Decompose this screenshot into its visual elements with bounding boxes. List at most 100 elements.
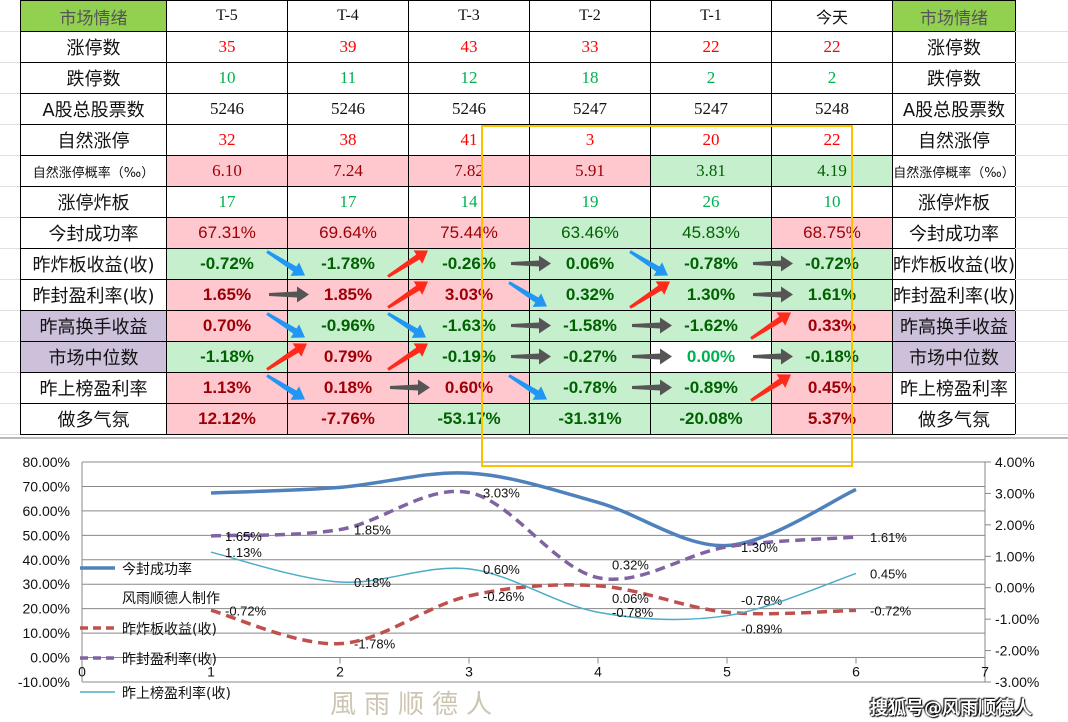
row-label-right[interactable]: 昨上榜盈利率 (891, 372, 1017, 404)
table-cell[interactable]: 33 (529, 31, 651, 63)
row-label-right[interactable]: 昨高换手收益 (891, 310, 1017, 342)
table-cell[interactable]: 17 (166, 186, 288, 218)
table-cell[interactable]: 22 (771, 31, 893, 63)
table-cell[interactable]: 0.06% (529, 248, 651, 280)
table-cell[interactable]: -0.78% (650, 248, 772, 280)
table-cell[interactable]: 5246 (166, 93, 288, 125)
table-cell[interactable]: 17 (287, 186, 409, 218)
row-label-right[interactable]: 今封成功率 (891, 217, 1017, 249)
table-cell[interactable]: 2 (771, 62, 893, 94)
table-cell[interactable]: 2 (650, 62, 772, 94)
table-cell[interactable]: -7.76% (287, 403, 409, 435)
table-cell[interactable]: -1.58% (529, 310, 651, 342)
table-cell[interactable]: 0.79% (287, 341, 409, 373)
table-cell[interactable]: 0.32% (529, 279, 651, 311)
table-cell[interactable]: 69.64% (287, 217, 409, 249)
table-cell[interactable]: -53.17% (408, 403, 530, 435)
table-cell[interactable]: 10 (771, 186, 893, 218)
row-label-left[interactable]: 昨封盈利率(收) (20, 279, 167, 311)
table-cell[interactable]: 0.00% (650, 341, 772, 373)
table-cell[interactable]: 20 (650, 124, 772, 156)
table-cell[interactable]: 45.83% (650, 217, 772, 249)
row-label-right[interactable]: A股总股票数 (891, 93, 1017, 125)
table-cell[interactable]: 41 (408, 124, 530, 156)
header-t4[interactable]: T-4 (287, 0, 409, 32)
table-cell[interactable]: -0.19% (408, 341, 530, 373)
table-cell[interactable]: -1.18% (166, 341, 288, 373)
table-cell[interactable]: 10 (166, 62, 288, 94)
table-cell[interactable]: 7.24 (287, 155, 409, 187)
table-cell[interactable]: 5246 (287, 93, 409, 125)
table-cell[interactable]: 1.30% (650, 279, 772, 311)
table-cell[interactable]: -0.26% (408, 248, 530, 280)
table-cell[interactable]: 32 (166, 124, 288, 156)
row-label-left[interactable]: 自然涨停 (20, 124, 167, 156)
row-label-right[interactable]: 自然涨停 (891, 124, 1017, 156)
row-label-right[interactable]: 市场中位数 (891, 341, 1017, 373)
table-cell[interactable]: 43 (408, 31, 530, 63)
table-cell[interactable]: -20.08% (650, 403, 772, 435)
row-label-right[interactable]: 昨封盈利率(收) (891, 279, 1017, 311)
table-cell[interactable]: 19 (529, 186, 651, 218)
row-label-left[interactable]: 昨上榜盈利率 (20, 372, 167, 404)
table-cell[interactable]: 5.37% (771, 403, 893, 435)
table-cell[interactable]: -1.78% (287, 248, 409, 280)
table-cell[interactable]: 7.82 (408, 155, 530, 187)
table-cell[interactable]: -0.89% (650, 372, 772, 404)
row-label-left[interactable]: 涨停数 (20, 31, 167, 63)
table-cell[interactable]: 1.61% (771, 279, 893, 311)
table-cell[interactable]: 1.13% (166, 372, 288, 404)
table-cell[interactable]: 14 (408, 186, 530, 218)
row-label-left[interactable]: 涨停炸板 (20, 186, 167, 218)
table-cell[interactable]: 67.31% (166, 217, 288, 249)
header-t5[interactable]: T-5 (166, 0, 288, 32)
row-label-left[interactable]: 自然涨停概率（‰） (20, 155, 167, 187)
table-cell[interactable]: -1.63% (408, 310, 530, 342)
table-cell[interactable]: 5247 (650, 93, 772, 125)
header-label-right[interactable]: 市场情绪 (891, 0, 1017, 32)
table-cell[interactable]: 12 (408, 62, 530, 94)
row-label-left[interactable]: 今封成功率 (20, 217, 167, 249)
table-cell[interactable]: 26 (650, 186, 772, 218)
row-label-left[interactable]: 跌停数 (20, 62, 167, 94)
row-label-left[interactable]: 昨炸板收益(收) (20, 248, 167, 280)
row-label-right[interactable]: 做多气氛 (891, 403, 1017, 435)
row-label-right[interactable]: 涨停数 (891, 31, 1017, 63)
table-cell[interactable]: 0.18% (287, 372, 409, 404)
table-cell[interactable]: -0.96% (287, 310, 409, 342)
row-label-left[interactable]: 昨高换手收益 (20, 310, 167, 342)
table-cell[interactable]: 0.70% (166, 310, 288, 342)
header-t3[interactable]: T-3 (408, 0, 530, 32)
header-t2[interactable]: T-2 (529, 0, 651, 32)
table-cell[interactable]: 5248 (771, 93, 893, 125)
header-today[interactable]: 今天 (771, 0, 893, 32)
table-cell[interactable]: 35 (166, 31, 288, 63)
table-cell[interactable]: 22 (771, 124, 893, 156)
table-cell[interactable]: 3 (529, 124, 651, 156)
table-cell[interactable]: -0.18% (771, 341, 893, 373)
table-cell[interactable]: 6.10 (166, 155, 288, 187)
table-cell[interactable]: 68.75% (771, 217, 893, 249)
table-cell[interactable]: 11 (287, 62, 409, 94)
table-cell[interactable]: 5.91 (529, 155, 651, 187)
row-label-right[interactable]: 昨炸板收益(收) (891, 248, 1017, 280)
table-cell[interactable]: 5246 (408, 93, 530, 125)
table-cell[interactable]: -1.62% (650, 310, 772, 342)
trend-chart[interactable]: 80.00%70.00%60.00%50.00%40.00%30.00%20.0… (0, 440, 1068, 722)
table-cell[interactable]: 0.45% (771, 372, 893, 404)
table-cell[interactable]: 39 (287, 31, 409, 63)
table-cell[interactable]: 63.46% (529, 217, 651, 249)
row-label-left[interactable]: 市场中位数 (20, 341, 167, 373)
table-cell[interactable]: 5247 (529, 93, 651, 125)
table-cell[interactable]: 4.19 (771, 155, 893, 187)
table-cell[interactable]: 3.81 (650, 155, 772, 187)
table-cell[interactable]: -0.72% (166, 248, 288, 280)
table-cell[interactable]: -0.72% (771, 248, 893, 280)
table-cell[interactable]: -0.27% (529, 341, 651, 373)
table-cell[interactable]: -31.31% (529, 403, 651, 435)
table-cell[interactable]: 0.60% (408, 372, 530, 404)
row-label-left[interactable]: 做多气氛 (20, 403, 167, 435)
row-label-right[interactable]: 跌停数 (891, 62, 1017, 94)
table-cell[interactable]: 22 (650, 31, 772, 63)
table-cell[interactable]: 1.85% (287, 279, 409, 311)
